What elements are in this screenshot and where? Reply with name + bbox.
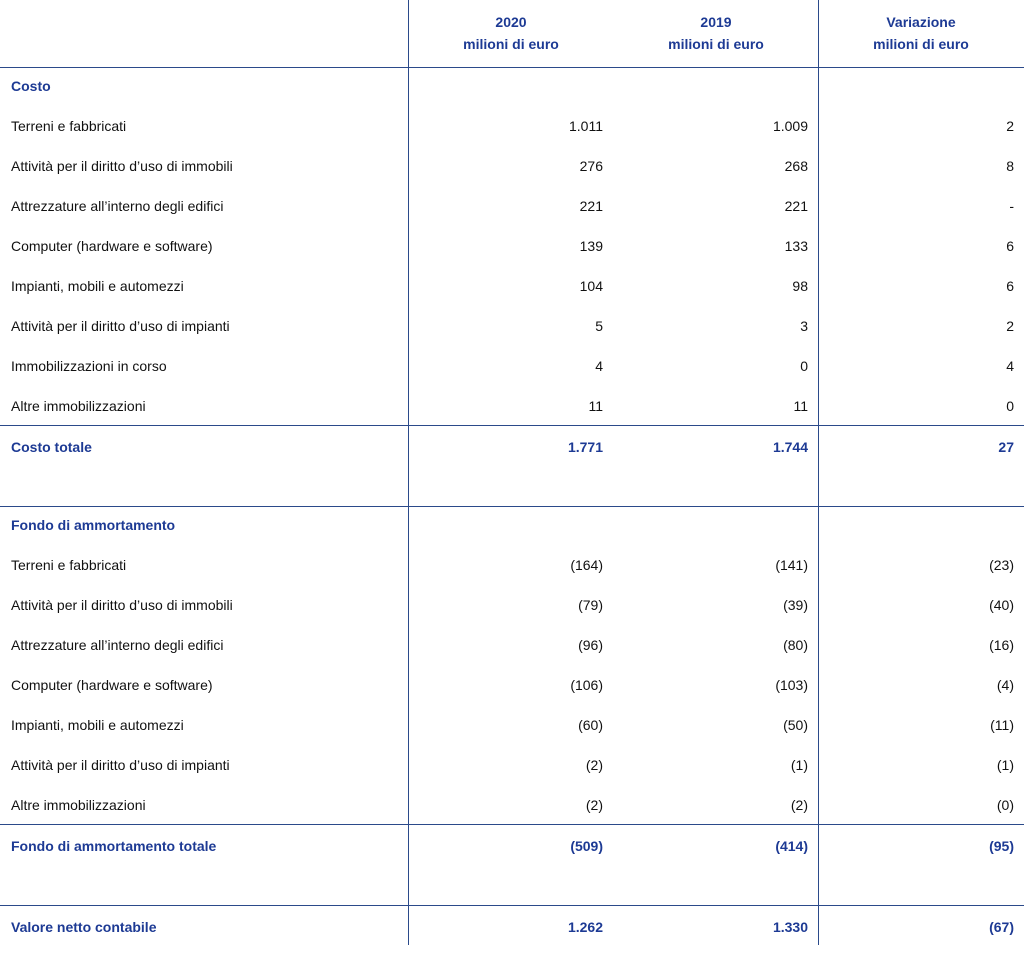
- row-value: 11: [588, 398, 603, 414]
- row-label: Attività per il diritto d’uso di immobil…: [11, 158, 233, 174]
- row-label: Terreni e fabbricati: [11, 557, 127, 573]
- row-value: 2: [1006, 118, 1014, 134]
- row-value: (4): [996, 677, 1014, 693]
- row-value: (96): [578, 637, 603, 653]
- column-divider: [408, 0, 409, 945]
- row-value: (50): [783, 717, 808, 733]
- row-value: 3: [800, 318, 808, 334]
- row-value: (40): [989, 597, 1014, 613]
- total-label: Costo totale: [11, 439, 92, 455]
- row-value: 98: [792, 278, 808, 294]
- row-value: (39): [783, 597, 808, 613]
- row-label: Altre immobilizzazioni: [11, 398, 146, 414]
- column-unit: milioni di euro: [873, 36, 969, 52]
- column-year: 2019: [700, 14, 732, 30]
- column-unit: milioni di euro: [668, 36, 764, 52]
- row-label: Impianti, mobili e automezzi: [11, 278, 184, 294]
- row-label: Attrezzature all’interno degli edifici: [11, 198, 224, 214]
- total-value: 1.744: [772, 439, 808, 455]
- row-label: Terreni e fabbricati: [11, 118, 127, 134]
- row-value: (80): [783, 637, 808, 653]
- row-label: Attività per il diritto d’uso di impiant…: [11, 318, 230, 334]
- net-value: 1.262: [567, 919, 603, 935]
- row-value: (2): [790, 797, 808, 813]
- section-rule: [0, 67, 1024, 68]
- total-label: Fondo di ammortamento totale: [11, 838, 217, 854]
- total-rule: [0, 824, 1024, 825]
- row-value: (23): [989, 557, 1014, 573]
- section-rule: [0, 506, 1024, 507]
- column-unit: milioni di euro: [463, 36, 559, 52]
- row-label: Computer (hardware e software): [11, 677, 213, 693]
- row-value: -: [1009, 198, 1014, 214]
- row-value: 8: [1006, 158, 1014, 174]
- row-value: (1): [996, 757, 1014, 773]
- row-value: (0): [996, 797, 1014, 813]
- net-value: (67): [989, 919, 1014, 935]
- row-value: 276: [579, 158, 603, 174]
- row-value: (106): [570, 677, 603, 693]
- row-label: Impianti, mobili e automezzi: [11, 717, 184, 733]
- row-value: (79): [578, 597, 603, 613]
- row-value: (60): [578, 717, 603, 733]
- section-title: Costo: [11, 78, 51, 94]
- row-label: Attività per il diritto d’uso di impiant…: [11, 757, 230, 773]
- row-value: (164): [570, 557, 603, 573]
- row-value: (16): [989, 637, 1014, 653]
- total-value: (95): [989, 838, 1014, 854]
- row-value: 0: [1006, 398, 1014, 414]
- row-value: 4: [1006, 358, 1014, 374]
- row-value: 6: [1006, 238, 1014, 254]
- row-value: 139: [579, 238, 603, 254]
- total-value: 1.771: [567, 439, 603, 455]
- row-value: 4: [595, 358, 603, 374]
- section-title: Fondo di ammortamento: [11, 517, 176, 533]
- row-value: 221: [579, 198, 603, 214]
- column-year: Variazione: [886, 14, 956, 30]
- row-value: (2): [585, 797, 603, 813]
- net-label: Valore netto contabile: [11, 919, 157, 935]
- net-value: 1.330: [772, 919, 808, 935]
- total-value: (509): [570, 838, 603, 854]
- row-value: 104: [579, 278, 603, 294]
- row-value: 268: [784, 158, 808, 174]
- total-value: (414): [775, 838, 808, 854]
- row-value: (141): [775, 557, 808, 573]
- row-value: 221: [784, 198, 808, 214]
- row-value: 11: [793, 398, 808, 414]
- row-label: Immobilizzazioni in corso: [11, 358, 167, 374]
- row-value: (1): [790, 757, 808, 773]
- total-rule: [0, 425, 1024, 426]
- column-year: 2020: [495, 14, 527, 30]
- row-value: 1.009: [772, 118, 808, 134]
- column-divider: [818, 0, 819, 945]
- row-value: 6: [1006, 278, 1014, 294]
- row-label: Computer (hardware e software): [11, 238, 213, 254]
- row-value: (103): [775, 677, 808, 693]
- row-label: Altre immobilizzazioni: [11, 797, 146, 813]
- row-value: (2): [585, 757, 603, 773]
- row-value: 133: [784, 238, 808, 254]
- row-value: (11): [990, 717, 1014, 733]
- row-label: Attrezzature all’interno degli edifici: [11, 637, 224, 653]
- total-value: 27: [998, 439, 1014, 455]
- row-value: 5: [595, 318, 603, 334]
- row-value: 0: [800, 358, 808, 374]
- net-rule: [0, 905, 1024, 906]
- row-value: 2: [1006, 318, 1014, 334]
- row-value: 1.011: [569, 118, 603, 134]
- row-label: Attività per il diritto d’uso di immobil…: [11, 597, 233, 613]
